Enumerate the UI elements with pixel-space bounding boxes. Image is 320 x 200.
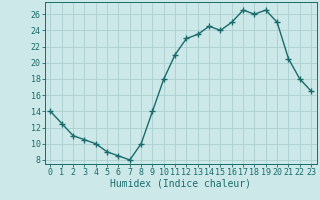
X-axis label: Humidex (Indice chaleur): Humidex (Indice chaleur) <box>110 179 251 189</box>
